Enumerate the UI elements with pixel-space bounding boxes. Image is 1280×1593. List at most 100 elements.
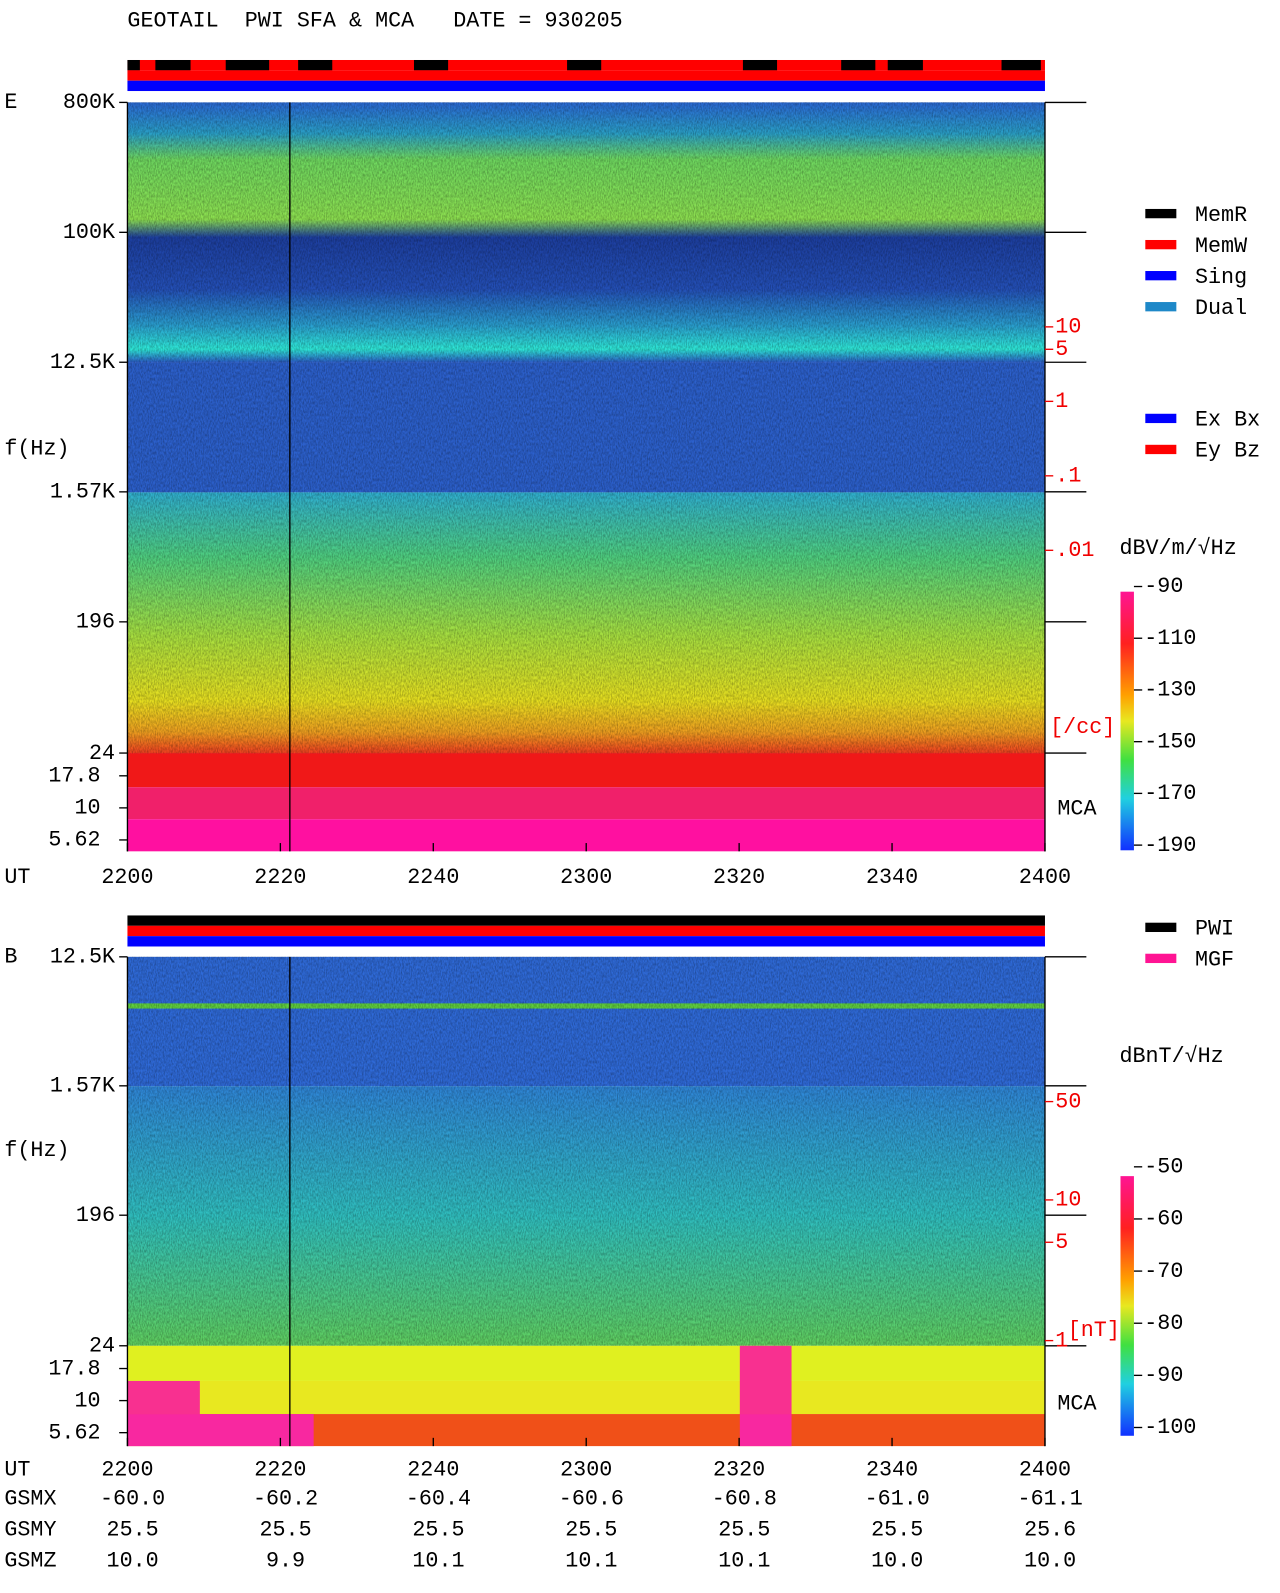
legend-label: Sing xyxy=(1195,265,1247,290)
y-tick-label: 196 xyxy=(76,1203,115,1228)
mca-label: MCA xyxy=(1057,797,1097,822)
colorbar-tick-label: -80 xyxy=(1144,1311,1183,1336)
orbit-value: 10.1 xyxy=(412,1549,464,1574)
mca-label: MCA xyxy=(1057,1391,1097,1416)
y-tick-label: 24 xyxy=(89,1334,115,1359)
orbit-value: 10.1 xyxy=(718,1549,770,1574)
status-bars-b xyxy=(127,915,1045,947)
y-tick-label: 12.5K xyxy=(50,945,116,970)
y-tick-label: 1.57K xyxy=(50,480,116,505)
mca-channel-label: 10 xyxy=(74,796,100,821)
title: GEOTAIL PWI SFA & MCA DATE = 930205 xyxy=(127,8,622,33)
orbit-row-label: GSMX xyxy=(4,1487,56,1512)
y-axis-label: f(Hz) xyxy=(4,437,69,462)
legend-label: PWI xyxy=(1195,917,1234,942)
y-tick-label: 12.5K xyxy=(50,350,116,375)
density-unit: [nT] xyxy=(1068,1318,1120,1343)
orbit-value: 25.5 xyxy=(259,1518,311,1543)
orbit-value: -61.0 xyxy=(865,1487,930,1512)
mca-channel-label: 17.8 xyxy=(48,1356,100,1381)
density-tick-label: 10 xyxy=(1055,1188,1081,1213)
orbit-value: -60.4 xyxy=(406,1487,471,1512)
legend-label: MemW xyxy=(1195,234,1248,259)
orbit-value: -60.8 xyxy=(712,1487,777,1512)
orbit-row-label: GSMY xyxy=(4,1518,56,1543)
y-tick-label: 196 xyxy=(76,610,115,635)
colorbar-tick-label: -130 xyxy=(1144,678,1196,703)
orbit-value: -61.1 xyxy=(1018,1487,1083,1512)
orbit-value: 10.1 xyxy=(565,1549,617,1574)
density-tick-label: .1 xyxy=(1055,464,1081,489)
spectrogram-e xyxy=(127,102,1045,852)
y-tick-label: 800K xyxy=(63,90,116,115)
panel-label: E xyxy=(4,90,17,115)
legend-label: Ey Bz xyxy=(1195,439,1260,464)
colorbar xyxy=(1120,591,1134,851)
x-tick-label: 2300 xyxy=(560,1458,612,1483)
x-tick-label: 2300 xyxy=(560,865,612,890)
density-tick-label: 5 xyxy=(1055,337,1068,362)
x-tick-label: 2400 xyxy=(1019,865,1071,890)
legend-swatch xyxy=(1145,444,1177,455)
legend-label: MGF xyxy=(1195,948,1234,973)
orbit-value: 25.5 xyxy=(107,1518,159,1543)
orbit-value: 25.5 xyxy=(871,1518,923,1543)
density-tick-label: 10 xyxy=(1055,315,1081,340)
colorbar xyxy=(1120,1176,1134,1436)
colorbar-tick-label: -60 xyxy=(1144,1207,1183,1232)
orbit-value: -60.6 xyxy=(559,1487,624,1512)
x-tick-label: 2220 xyxy=(254,865,306,890)
colorbar-label: dBnT/√Hz xyxy=(1119,1044,1223,1069)
mca-channel-label: 5.62 xyxy=(48,828,100,853)
density-tick-label: 1 xyxy=(1055,1328,1068,1353)
x-tick-label: 2320 xyxy=(713,1458,765,1483)
colorbar-tick-label: -90 xyxy=(1144,1363,1183,1388)
legend-label: Dual xyxy=(1195,296,1247,321)
colorbar-tick-label: -150 xyxy=(1144,729,1196,754)
legend-swatch xyxy=(1145,239,1177,250)
density-tick-label: .01 xyxy=(1055,538,1094,563)
orbit-value: 25.5 xyxy=(718,1518,770,1543)
colorbar-tick-label: -190 xyxy=(1144,833,1196,858)
colorbar-tick-label: -100 xyxy=(1144,1415,1196,1440)
legend-swatch xyxy=(1145,208,1177,219)
legend-label: Ex Bx xyxy=(1195,408,1260,433)
orbit-value: -60.0 xyxy=(100,1487,165,1512)
legend-swatch xyxy=(1145,271,1177,281)
colorbar-tick-label: -70 xyxy=(1144,1259,1183,1284)
x-tick-label: 2320 xyxy=(713,865,765,890)
y-tick-label: 1.57K xyxy=(50,1074,116,1099)
x-tick-label: 2240 xyxy=(407,865,459,890)
colorbar-tick-label: -110 xyxy=(1144,626,1196,651)
orbit-value: 10.0 xyxy=(871,1549,923,1574)
orbit-value: 10.0 xyxy=(107,1549,159,1574)
x-axis-label: UT xyxy=(4,1458,30,1483)
legend-swatch xyxy=(1145,953,1177,964)
x-tick-label: 2220 xyxy=(254,1458,306,1483)
orbit-value: 9.9 xyxy=(266,1549,305,1574)
y-tick-label: 100K xyxy=(63,220,116,245)
mca-channel-label: 10 xyxy=(74,1388,100,1413)
legend-swatch xyxy=(1145,413,1177,424)
x-tick-label: 2200 xyxy=(101,1458,153,1483)
panel-label: B xyxy=(4,945,17,970)
density-unit: [/cc] xyxy=(1050,715,1115,740)
density-tick-label: 50 xyxy=(1055,1089,1081,1114)
y-axis-label: f(Hz) xyxy=(4,1138,69,1163)
orbit-value: 25.5 xyxy=(565,1518,617,1543)
colorbar-label: dBV/m/√Hz xyxy=(1119,536,1236,561)
x-tick-label: 2340 xyxy=(866,865,918,890)
x-tick-label: 2240 xyxy=(407,1458,459,1483)
x-tick-label: 2400 xyxy=(1019,1458,1071,1483)
x-tick-label: 2340 xyxy=(866,1458,918,1483)
legend-swatch xyxy=(1145,922,1177,933)
y-tick-label: 24 xyxy=(89,741,115,766)
orbit-value: 10.0 xyxy=(1024,1549,1076,1574)
colorbar-tick-label: -90 xyxy=(1144,574,1183,599)
orbit-value: -60.2 xyxy=(253,1487,318,1512)
legend-label: MemR xyxy=(1195,203,1247,228)
colorbar-tick-label: -50 xyxy=(1144,1155,1183,1180)
status-bars-e xyxy=(127,59,1045,92)
x-tick-label: 2200 xyxy=(101,865,153,890)
